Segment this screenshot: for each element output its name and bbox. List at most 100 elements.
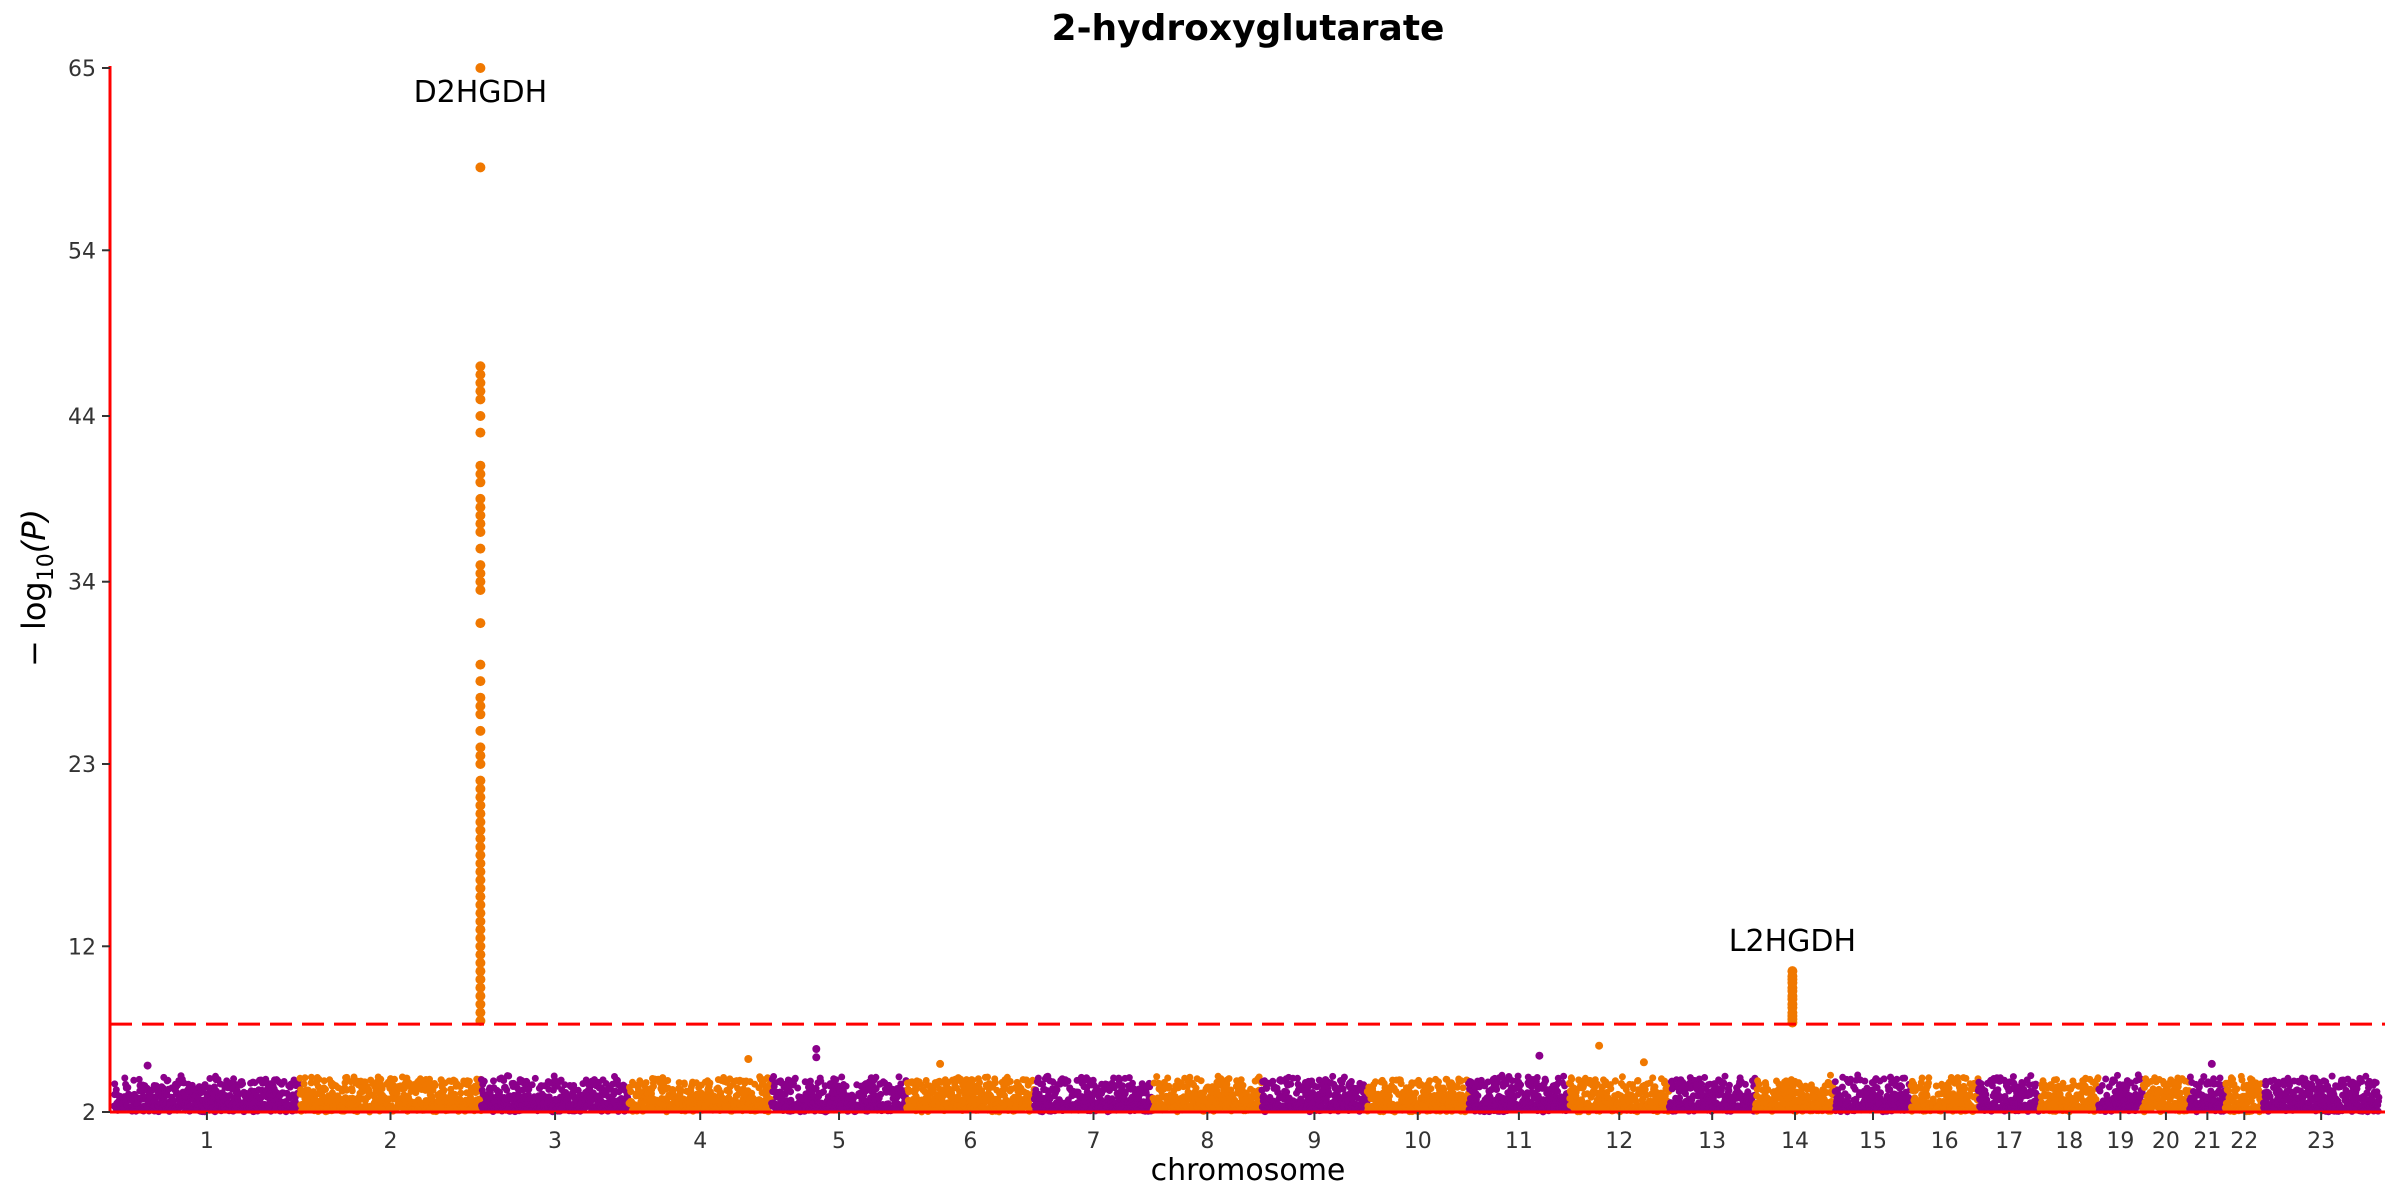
snp-point [280, 1078, 288, 1085]
snp-point [817, 1077, 825, 1085]
snp-point [457, 1089, 465, 1097]
snp-point [1721, 1072, 1729, 1080]
snp-point [130, 1076, 138, 1084]
snp-point [307, 1079, 315, 1087]
snp-point [440, 1086, 448, 1094]
snp-point [528, 1081, 536, 1089]
snp-point [791, 1074, 799, 1082]
snp-point [1064, 1077, 1072, 1085]
snp-point [650, 1082, 657, 1090]
snp-point [412, 1089, 420, 1097]
snp-point [1412, 1089, 1420, 1097]
snp-point [642, 1079, 650, 1087]
snp-point [496, 1088, 503, 1096]
snp-point [1542, 1077, 1550, 1085]
snp-point [984, 1073, 991, 1081]
snp-point [1568, 1075, 1576, 1083]
snp-point [320, 1077, 328, 1085]
snp-point [322, 1085, 329, 1093]
snp-point [300, 1080, 308, 1088]
snp-point [1517, 1081, 1525, 1089]
snp-point [1725, 1081, 1733, 1089]
snp-point [574, 1086, 582, 1094]
snp-point [712, 1093, 719, 1101]
snp-point [1474, 1092, 1482, 1100]
snp-point [1287, 1080, 1295, 1088]
snp-point [348, 1087, 356, 1095]
snp-point [1197, 1077, 1205, 1085]
snp-point [1153, 1073, 1161, 1081]
snp-point [609, 1080, 616, 1088]
snp-point [1560, 1072, 1568, 1080]
snp-point [239, 1080, 247, 1088]
snp-point [842, 1082, 850, 1090]
snp-point [838, 1073, 846, 1081]
snp-point [377, 1075, 385, 1083]
snp-point [490, 1077, 497, 1085]
snp-point [391, 1075, 398, 1083]
snp-point [991, 1079, 999, 1087]
snp-point [1385, 1092, 1393, 1100]
snp-point [1119, 1082, 1127, 1090]
snp-point [677, 1086, 685, 1094]
snp-point [1618, 1073, 1626, 1081]
snp-point [725, 1088, 733, 1096]
snp-point [627, 1088, 635, 1096]
snp-point [872, 1073, 880, 1081]
snp-point [531, 1074, 539, 1082]
snp-point [1329, 1072, 1337, 1080]
snp-point [1741, 1080, 1749, 1088]
snp-point [480, 1077, 488, 1085]
snp-point [787, 1088, 795, 1096]
snp-point [1164, 1074, 1172, 1082]
snp-point [636, 1077, 644, 1085]
snp-point [1347, 1078, 1355, 1085]
snp-point [832, 1076, 840, 1084]
snp-point [1459, 1084, 1467, 1092]
snp-point [1239, 1081, 1247, 1089]
snp-point [341, 1079, 349, 1087]
snp-point [1427, 1085, 1435, 1093]
snp-point [1340, 1073, 1348, 1081]
snp-point [1192, 1084, 1200, 1092]
snp-point [917, 1081, 925, 1088]
snp-point [1426, 1077, 1434, 1085]
snp-point [1634, 1077, 1642, 1084]
snp-point [794, 1084, 802, 1092]
snp-point [121, 1074, 129, 1082]
snp-point [976, 1079, 983, 1086]
snp-point [1701, 1074, 1709, 1081]
snp-point [124, 1084, 132, 1092]
snp-point [1294, 1074, 1301, 1082]
snp-point [465, 1077, 473, 1085]
snp-point [1514, 1072, 1522, 1080]
snp-point [570, 1082, 578, 1089]
snp-point [164, 1076, 172, 1084]
snp-point [1755, 1080, 1763, 1088]
snp-point [135, 1075, 143, 1083]
snp-point [913, 1085, 921, 1093]
snp-point [230, 1075, 238, 1083]
snp-point [1225, 1075, 1233, 1083]
snp-point [206, 1075, 214, 1082]
snp-point [500, 1077, 508, 1084]
snp-point [770, 1073, 778, 1080]
snp-point [1493, 1086, 1501, 1093]
snp-point [1533, 1074, 1541, 1081]
snp-point [431, 1082, 439, 1089]
snp-point [820, 1088, 827, 1096]
snp-point [111, 1080, 119, 1088]
snp-point [1611, 1077, 1619, 1085]
chart-title: 2-hydroxyglutarate [1052, 8, 1445, 49]
snp-point [1006, 1078, 1014, 1085]
snp-point [307, 1073, 315, 1081]
snp-point [1649, 1074, 1657, 1082]
snp-point [680, 1080, 688, 1088]
snp-point [378, 1085, 386, 1093]
snp-point [895, 1073, 903, 1081]
snp-point [706, 1079, 714, 1087]
snp-point [393, 1089, 401, 1097]
snp-point [897, 1080, 905, 1088]
